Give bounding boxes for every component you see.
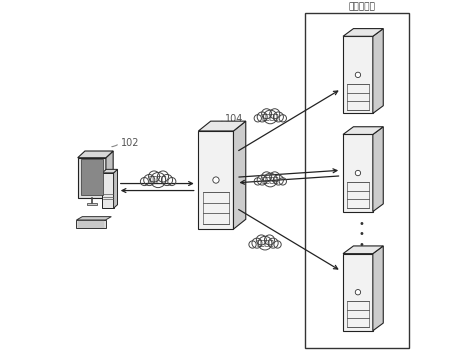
Text: 网络连接: 网络连接	[256, 240, 274, 246]
Text: 102: 102	[121, 138, 140, 148]
Text: •: •	[358, 219, 365, 229]
Polygon shape	[106, 151, 113, 198]
Polygon shape	[343, 127, 383, 135]
Polygon shape	[373, 246, 383, 331]
Polygon shape	[102, 173, 114, 208]
Polygon shape	[76, 217, 111, 220]
Text: 网络连接: 网络连接	[262, 114, 279, 120]
Polygon shape	[343, 246, 383, 253]
Circle shape	[213, 177, 219, 183]
Text: 节点服务器: 节点服务器	[349, 2, 376, 11]
Polygon shape	[343, 28, 383, 36]
Polygon shape	[78, 158, 106, 198]
Polygon shape	[102, 169, 118, 173]
Polygon shape	[373, 28, 383, 114]
Text: •: •	[358, 229, 365, 239]
Text: •: •	[358, 240, 365, 250]
Polygon shape	[199, 121, 246, 131]
Polygon shape	[343, 36, 373, 114]
Polygon shape	[114, 169, 118, 208]
Text: 网络连接: 网络连接	[262, 177, 279, 183]
Text: 104: 104	[225, 114, 243, 124]
Text: 网络连接: 网络连接	[149, 176, 167, 184]
Circle shape	[355, 72, 361, 78]
Polygon shape	[343, 253, 373, 331]
Circle shape	[355, 289, 361, 295]
Polygon shape	[78, 151, 113, 158]
Polygon shape	[199, 131, 234, 229]
FancyBboxPatch shape	[305, 13, 409, 347]
Circle shape	[355, 170, 361, 176]
Polygon shape	[373, 127, 383, 211]
Polygon shape	[87, 203, 97, 205]
Polygon shape	[343, 135, 373, 211]
Polygon shape	[76, 220, 106, 229]
Polygon shape	[81, 159, 103, 195]
Polygon shape	[234, 121, 246, 229]
